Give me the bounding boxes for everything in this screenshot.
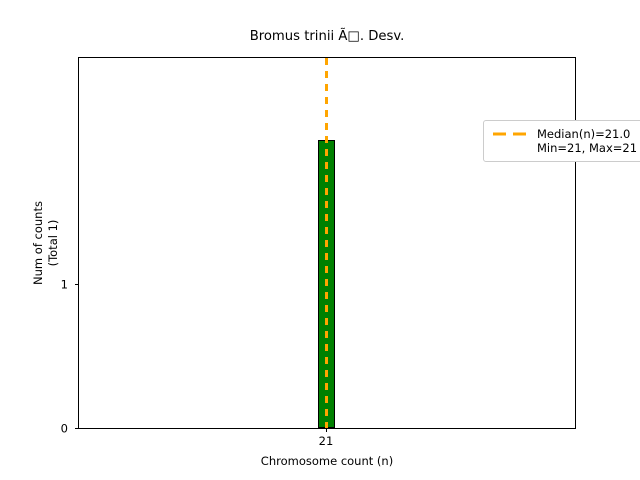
ytick-label-1: 1 <box>60 277 68 292</box>
x-axis-label: Chromosome count (n) <box>260 454 394 468</box>
legend-entry-minmax: Min=21, Max=21 <box>492 141 640 155</box>
ytick-0: 0 <box>61 423 79 434</box>
legend-entry-median: Median(n)=21.0 <box>492 127 640 141</box>
dashed-line-icon <box>492 128 529 140</box>
legend-label-median: Median(n)=21.0 <box>537 127 631 141</box>
median-line <box>325 58 328 428</box>
xtick-label-21: 21 <box>318 434 334 448</box>
plot-area <box>79 58 575 428</box>
chart-legend: Median(n)=21.0 Min=21, Max=21 <box>483 120 640 162</box>
ytick-label-0: 0 <box>60 421 68 436</box>
y-axis-label: Num of counts (Total 1) <box>31 201 60 285</box>
ytick-1: 1 <box>61 279 79 290</box>
legend-label-minmax: Min=21, Max=21 <box>537 141 638 155</box>
chart-title: Bromus trinii Ã□. Desv. <box>249 29 405 44</box>
plot-axes-frame: 0 1 21 Median(n)=21.0 Min=21, Max=21 <box>61 57 640 448</box>
xtick-21 <box>326 428 327 432</box>
